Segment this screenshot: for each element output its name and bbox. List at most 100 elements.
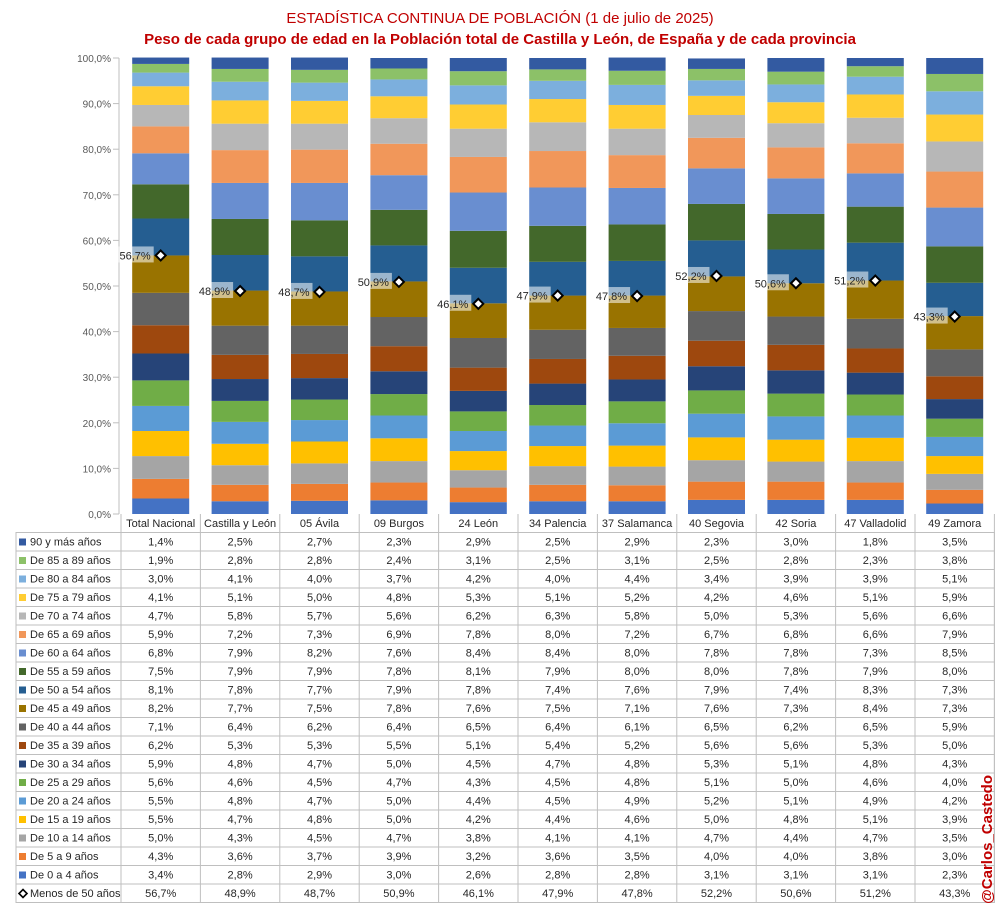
bar-segment [767, 178, 825, 214]
bar-segment [211, 68, 269, 82]
marker-point [948, 310, 962, 323]
category-label: 37 Salamanca [602, 518, 673, 530]
y-tick-label: 70,0% [83, 191, 111, 202]
bar-segment [370, 143, 428, 176]
category-label: 49 Zamora [928, 518, 982, 530]
legend-key [19, 649, 26, 657]
table-cell: 7,8% [228, 685, 253, 697]
legend-key [19, 779, 26, 786]
table-cell: 4,1% [545, 833, 570, 845]
table-cell: 5,0% [783, 777, 808, 789]
table-cell: 52,2% [701, 888, 732, 900]
table-cell: 2,8% [545, 870, 570, 882]
bar-segment [370, 415, 428, 439]
legend-label: De 30 a 34 años [30, 759, 111, 771]
table-cell: 3,0% [783, 537, 808, 549]
marker-label-bg [512, 286, 551, 303]
table-cell: 4,6% [228, 777, 253, 789]
bar-segment [688, 68, 745, 81]
table-cell: 7,1% [148, 722, 173, 734]
bar-segment [132, 63, 190, 73]
marker-data-label: 56,7% [119, 250, 150, 262]
table-cell: 5,8% [625, 611, 650, 623]
table-cell: 8,2% [307, 648, 332, 660]
table-cell: 5,0% [942, 740, 967, 752]
table-cell: 4,8% [228, 759, 253, 771]
author-credit: @Carlos_Castedo [979, 775, 996, 904]
bar-segment [846, 143, 904, 174]
table-cell: 4,7% [148, 611, 173, 623]
table-cell: 4,8% [386, 592, 411, 604]
table-cell: 5,1% [942, 574, 967, 586]
table-cell: 4,3% [942, 759, 967, 771]
table-cell: 50,6% [780, 888, 811, 900]
bar-segment [608, 401, 666, 424]
bar-segment [211, 325, 269, 355]
table-cell: 4,3% [228, 833, 253, 845]
legend-key [19, 760, 26, 768]
legend-label: De 10 a 14 años [30, 833, 111, 845]
bar-segment [767, 123, 825, 148]
bar-segment [767, 461, 825, 482]
bar-segment [370, 68, 428, 80]
bar-segment [608, 379, 666, 402]
table-cell: 3,2% [466, 851, 491, 863]
table-cell: 48,7% [304, 888, 335, 900]
table-cell: 6,1% [625, 722, 650, 734]
bar-segment [926, 376, 984, 400]
table-cell: 7,8% [386, 703, 411, 715]
bar-segment [926, 456, 984, 474]
bar-segment [291, 463, 348, 484]
bar-segment [449, 502, 507, 514]
marker-point [313, 285, 326, 299]
bar-segment [926, 73, 984, 92]
table-cell: 6,3% [545, 611, 570, 623]
table-cell: 4,7% [307, 759, 332, 771]
bar-segment [688, 203, 745, 241]
table-cell: 3,8% [863, 851, 888, 863]
bar-segment [926, 114, 984, 142]
bar-segment [767, 102, 825, 124]
bar-segment [132, 86, 190, 105]
table-cell: 6,4% [386, 722, 411, 734]
table-cell: 8,2% [148, 703, 173, 715]
bar-segment [846, 58, 904, 67]
table-cell: 7,5% [148, 666, 173, 678]
bar-segment [608, 128, 666, 156]
bar-segment [132, 292, 190, 326]
table-cell: 7,3% [942, 703, 967, 715]
table-cell: 4,8% [307, 814, 332, 826]
table-cell: 4,4% [783, 833, 808, 845]
bar-segment [688, 58, 745, 69]
table-cell: 3,9% [386, 851, 411, 863]
table-cell: 7,9% [545, 666, 570, 678]
table-cell: 2,6% [466, 870, 491, 882]
table-cell: 4,7% [545, 759, 570, 771]
bar-segment [211, 81, 269, 101]
bar-segment [291, 353, 348, 379]
table-cell: 3,5% [942, 537, 967, 549]
table-cell: 4,7% [386, 777, 411, 789]
table-cell: 5,9% [942, 722, 967, 734]
marker-data-label: 52,2% [675, 271, 706, 283]
table-cell: 2,5% [545, 555, 570, 567]
table-cell: 7,7% [307, 685, 332, 697]
bar-segment [529, 58, 587, 70]
table-cell: 7,3% [307, 629, 332, 641]
table-cell: 5,0% [386, 814, 411, 826]
marker-data-label: 48,7% [278, 287, 309, 299]
table-cell: 5,2% [704, 796, 729, 808]
bar-segment [449, 230, 507, 268]
bar-segment [767, 439, 825, 462]
table-cell: 7,6% [704, 703, 729, 715]
table-cell: 2,4% [386, 555, 411, 567]
bar-segment [846, 394, 904, 416]
bar-segment [608, 466, 666, 486]
table-cell: 8,4% [545, 648, 570, 660]
bar-segment [688, 115, 745, 138]
legend-label: 90 y más años [30, 537, 102, 549]
table-cell: 5,5% [386, 740, 411, 752]
bar-segment [846, 66, 904, 77]
bar-segment [688, 390, 745, 414]
